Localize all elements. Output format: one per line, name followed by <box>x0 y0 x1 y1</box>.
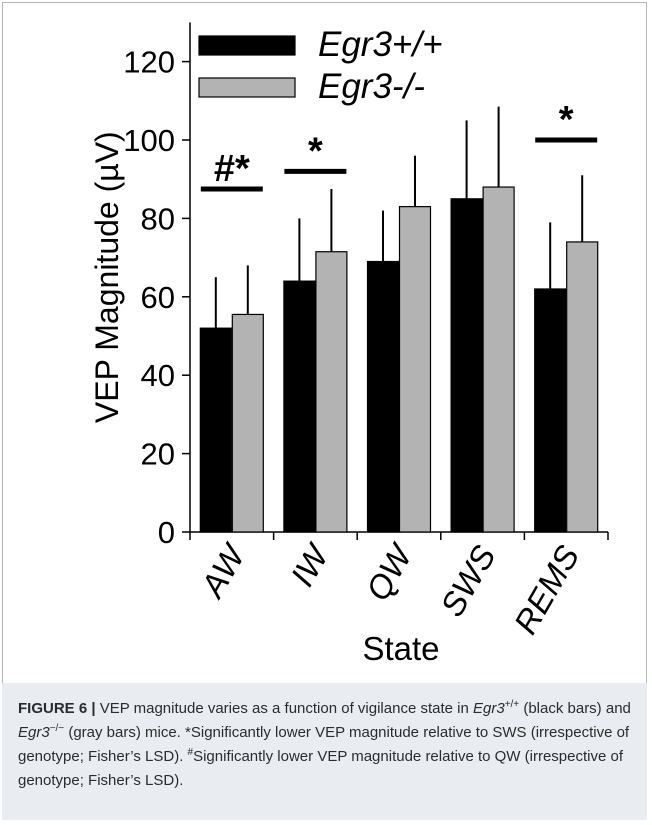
significance-marker-rems: * <box>559 99 574 141</box>
caption-sup-2: −/− <box>49 723 65 734</box>
y-tick-label: 80 <box>141 201 175 236</box>
legend-label: Egr3-/- <box>318 67 425 106</box>
y-tick-label: 100 <box>123 123 175 158</box>
caption-text-2: (black bars) and <box>519 700 631 717</box>
x-tick-label-rems: REMS <box>507 539 587 640</box>
y-tick-label: 120 <box>123 45 175 80</box>
legend-label: Egr3+/+ <box>318 25 443 64</box>
legend-swatch <box>198 35 296 56</box>
x-axis-label: State <box>362 630 439 667</box>
bar-qw-knockout <box>398 206 432 533</box>
x-tick-label-sws: SWS <box>433 539 503 623</box>
caption-text-4: Significantly lower VEP magnitude relati… <box>18 748 623 789</box>
significance-marker-iw: * <box>308 130 323 172</box>
y-tick-label: 60 <box>141 280 175 315</box>
caption-hash: # <box>187 747 194 758</box>
plot-area: 0 20 40 60 80 100 120 AW IW QW SWS REMS #* * * VEP Magn… <box>89 22 609 667</box>
bar-iw-wildtype <box>283 280 316 533</box>
y-axis-label: VEP Magnitude (µV) <box>89 131 125 423</box>
significance-marker-aw: #* <box>214 148 250 190</box>
x-tick-label-qw: QW <box>359 537 421 607</box>
bar-iw-knockout <box>315 251 348 533</box>
caption-sup-1: +/+ <box>504 699 520 710</box>
caption-text-1: VEP magnitude varies as a function of vi… <box>95 700 473 717</box>
legend-swatch <box>198 77 296 98</box>
bar-aw-wildtype <box>199 327 232 533</box>
bar-sws-knockout <box>482 186 515 533</box>
bar-chart: 0 20 40 60 80 100 120 AW IW QW SWS REMS #* * * VEP Magn… <box>89 22 609 667</box>
figure-caption: FIGURE 6 | VEP magnitude varies as a fun… <box>2 683 647 820</box>
bar-rems-wildtype <box>534 288 567 533</box>
legend: Egr3+/+Egr3-/- <box>198 25 443 106</box>
y-tick-label: 40 <box>141 358 175 393</box>
y-tick-label: 0 <box>158 515 175 550</box>
bar-qw-wildtype <box>366 260 400 533</box>
caption-label: FIGURE 6 | <box>18 700 96 717</box>
bar-aw-knockout <box>231 313 264 533</box>
x-tick-label-iw: IW <box>283 537 337 593</box>
x-tick-label-aw: AW <box>193 537 254 605</box>
caption-text-3: (gray bars) mice. *Significantly lower V… <box>18 724 630 765</box>
bar-rems-knockout <box>566 241 599 533</box>
y-tick-label: 20 <box>141 437 175 472</box>
caption-gene-1: Egr3 <box>473 700 505 717</box>
bar-sws-wildtype <box>450 198 483 533</box>
caption-gene-2: Egr3 <box>18 724 50 741</box>
